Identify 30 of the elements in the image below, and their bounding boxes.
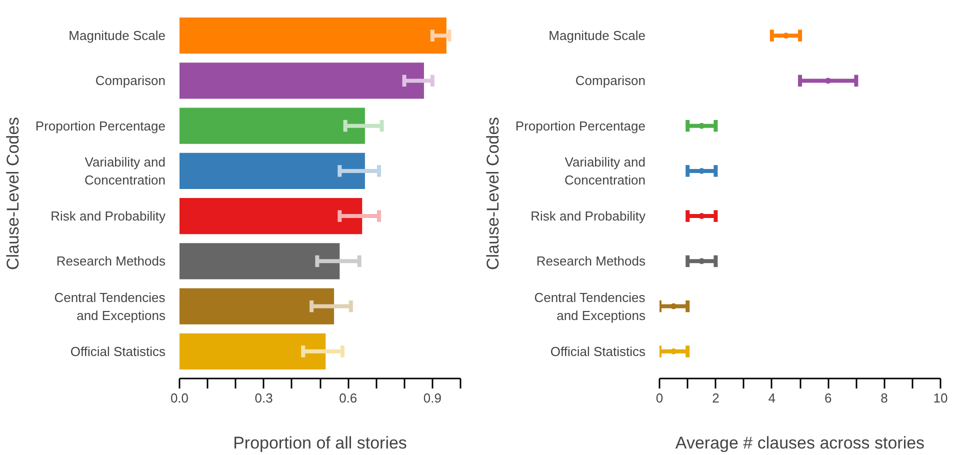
y-axis-title: Clause-Level Codes [3, 116, 22, 270]
y-tick-label: Risk and Probability [530, 208, 646, 224]
x-tick-label: 0.3 [254, 390, 273, 406]
y-tick-label: Comparison [575, 73, 646, 88]
y-tick-label: Research Methods [536, 254, 646, 269]
x-tick-label: 0 [656, 390, 664, 406]
y-tick-label: Variability and Concentration [84, 154, 166, 188]
x-axis-title: Average # clauses across stories [675, 434, 925, 452]
y-tick-label: Magnitude Scale [548, 28, 646, 44]
x-tick-label: 0.6 [339, 390, 358, 406]
y-tick-label: Risk and Probability [50, 208, 166, 224]
y-tick-label: Central Tendencies and Exceptions [54, 290, 166, 323]
y-tick-label: Magnitude Scale [68, 28, 166, 44]
y-axis-title: Clause-Level Codes [483, 116, 502, 270]
x-tick-label: 2 [712, 390, 720, 406]
x-tick-label: 4 [768, 390, 776, 406]
y-tick-label: Official Statistics [550, 344, 646, 359]
x-tick-label: 8 [880, 390, 888, 406]
y-tick-label: Official Statistics [70, 344, 166, 359]
x-tick-label: 10 [933, 390, 948, 406]
y-tick-label: Research Methods [56, 254, 166, 269]
y-tick-label: Comparison [95, 73, 166, 88]
x-tick-label: 0.0 [170, 390, 189, 406]
y-tick-label: Central Tendencies and Exceptions [534, 290, 646, 323]
x-axis-title: Proportion of all stories [233, 434, 407, 452]
y-tick-label: Variability and Concentration [564, 154, 646, 188]
y-tick-label: Proportion Percentage [35, 118, 166, 134]
x-tick-label: 0.9 [423, 390, 442, 406]
y-tick-label: Proportion Percentage [515, 118, 646, 134]
x-tick-label: 6 [824, 390, 832, 406]
